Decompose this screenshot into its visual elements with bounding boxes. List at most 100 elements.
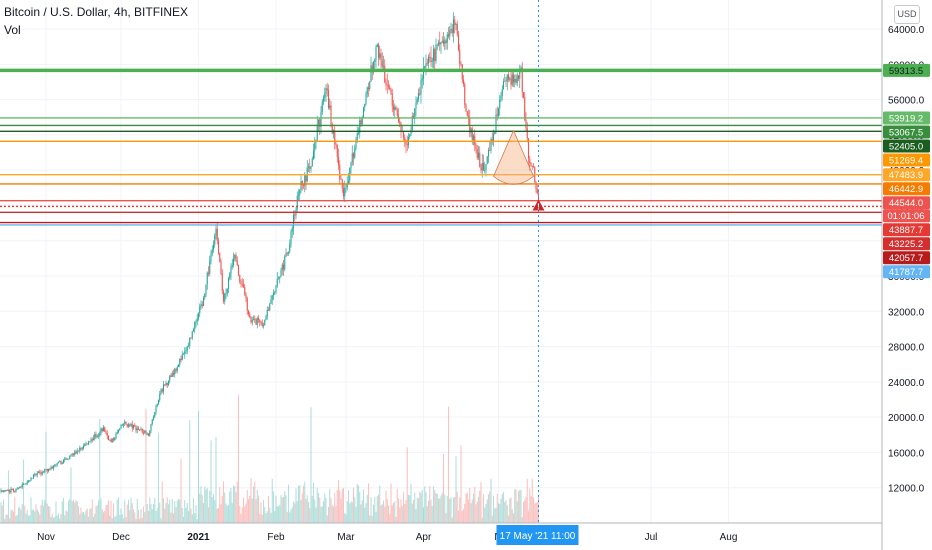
- candle-body: [130, 424, 132, 426]
- candle-body: [451, 28, 453, 33]
- candle-body: [111, 438, 113, 443]
- candle-body: [347, 180, 350, 184]
- candle-body: [15, 488, 17, 492]
- candle-body: [226, 288, 228, 294]
- candle-body: [104, 427, 106, 432]
- volume-bar: [380, 505, 382, 523]
- volume-bar: [125, 517, 127, 523]
- candle-body: [269, 303, 271, 311]
- candle-body: [292, 214, 295, 229]
- candle-body: [2, 491, 5, 493]
- volume-legend: Vol: [4, 23, 21, 37]
- candle-body: [439, 42, 441, 45]
- candle-body: [449, 30, 451, 37]
- candle-body: [462, 79, 465, 85]
- candle-body: [447, 34, 450, 37]
- candle-body: [402, 131, 405, 138]
- volume-bar: [275, 495, 277, 523]
- volume-bar: [170, 512, 172, 523]
- volume-bar: [290, 509, 292, 523]
- volume-bar: [146, 504, 148, 523]
- volume-bar: [271, 478, 273, 523]
- candle-body: [95, 434, 97, 437]
- volume-bar: [134, 512, 136, 523]
- volume-bar: [106, 504, 108, 523]
- candle-body: [107, 435, 110, 441]
- candle-body: [282, 264, 285, 270]
- volume-bar: [144, 512, 146, 523]
- candle-body: [260, 322, 262, 323]
- candle-body: [537, 193, 540, 205]
- volume-bar: [137, 509, 140, 523]
- volume-bar: [299, 485, 301, 523]
- volume-bar: [166, 497, 168, 523]
- volume-bar: [221, 496, 223, 523]
- volume-bar: [140, 509, 142, 523]
- volume-bar: [537, 495, 540, 523]
- candle-body: [334, 130, 336, 145]
- volume-bar: [322, 501, 325, 523]
- candle-body: [274, 292, 276, 294]
- candle-body: [159, 393, 161, 400]
- candle-body: [241, 283, 243, 285]
- volume-bar: [60, 514, 62, 523]
- candle-body: [27, 480, 30, 482]
- volume-bar: [1, 505, 3, 523]
- volume-bar: [306, 495, 308, 523]
- volume-bar: [74, 502, 76, 523]
- volume-bar: [317, 493, 320, 523]
- volume-bar: [459, 497, 461, 523]
- candle-body: [232, 258, 235, 266]
- volume-bar: [280, 494, 282, 523]
- volume-bar: [116, 499, 118, 523]
- candle-body: [54, 465, 56, 467]
- price-level-label: 44544.0: [889, 198, 923, 209]
- candle-body: [522, 92, 525, 98]
- volume-bar: [492, 495, 495, 523]
- candle-body: [464, 84, 466, 105]
- volume-bar: [449, 498, 451, 523]
- horizontal-levels[interactable]: [0, 68, 882, 226]
- candle-body: [225, 293, 227, 295]
- volume-bar: [347, 490, 350, 523]
- candle-body: [310, 166, 312, 169]
- volume-bar: [435, 493, 437, 523]
- volume-bar: [210, 440, 212, 523]
- price-level-label-bg: [883, 139, 930, 153]
- candle-body: [327, 90, 330, 108]
- volume-bar: [172, 513, 175, 523]
- candle-body: [252, 319, 255, 321]
- candle-body: [9, 490, 11, 493]
- candle-body: [200, 304, 202, 307]
- candle-body: [30, 477, 32, 481]
- volume-bar: [534, 503, 536, 523]
- volume-bar: [480, 482, 482, 523]
- volume-bar: [364, 507, 366, 523]
- volume-bar: [255, 499, 257, 523]
- candle-body: [37, 471, 40, 473]
- volume-bar: [24, 505, 26, 523]
- candle-body: [360, 120, 362, 125]
- candle-body: [62, 459, 65, 463]
- candle-body: [450, 28, 452, 31]
- candle-body: [532, 166, 535, 167]
- candles: [0, 12, 540, 495]
- candle-body: [426, 63, 428, 65]
- price-level-label: 43887.7: [889, 225, 923, 236]
- candle-body: [201, 304, 203, 306]
- currency-button[interactable]: USD: [894, 5, 920, 24]
- volume-bar: [427, 500, 430, 523]
- candle-body: [47, 468, 50, 472]
- volume-bar: [452, 497, 455, 523]
- candle-body: [301, 181, 303, 186]
- candle-body: [320, 111, 322, 127]
- candle-body: [144, 430, 146, 433]
- candle-body: [454, 19, 456, 25]
- volume-bar: [150, 504, 152, 523]
- volume-bar: [471, 499, 473, 523]
- cup-pattern-drawing[interactable]: [493, 129, 534, 185]
- volume-bar: [11, 510, 13, 523]
- candle-body: [430, 57, 432, 62]
- candle-body: [499, 99, 501, 109]
